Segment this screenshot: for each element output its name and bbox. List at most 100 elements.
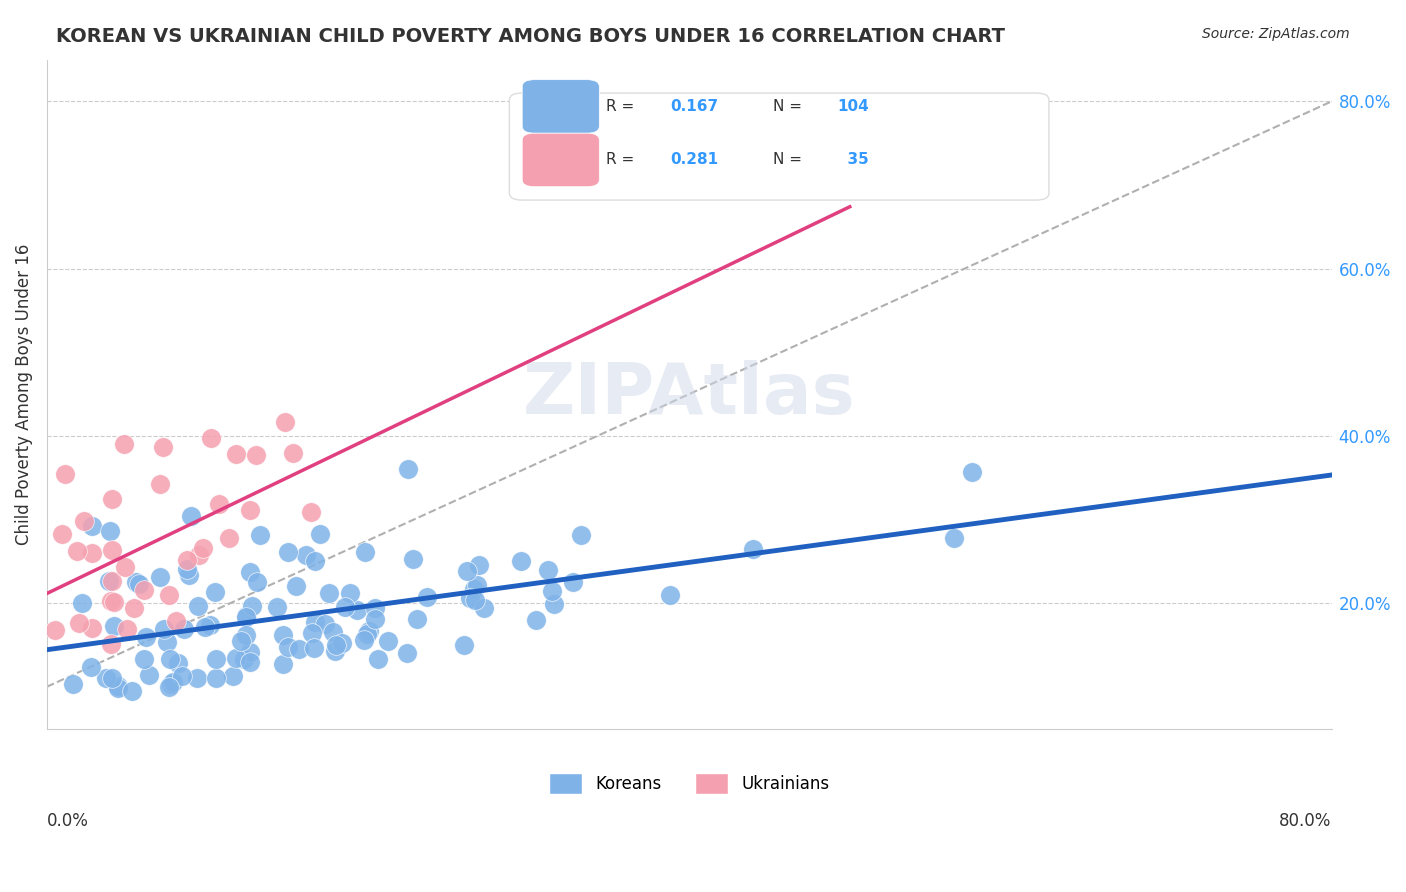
Point — [246, 574, 269, 589]
Point — [188, 548, 211, 562]
Point — [364, 601, 387, 615]
Point — [98, 574, 121, 589]
Point — [80, 546, 103, 560]
Point — [339, 586, 361, 600]
Point — [299, 505, 322, 519]
Text: KOREAN VS UKRAINIAN CHILD POVERTY AMONG BOYS UNDER 16 CORRELATION CHART: KOREAN VS UKRAINIAN CHILD POVERTY AMONG … — [56, 27, 1005, 45]
Point — [274, 415, 297, 429]
Point — [245, 448, 267, 462]
Point — [463, 582, 485, 596]
Point — [235, 608, 257, 623]
Point — [187, 599, 209, 613]
Point — [249, 528, 271, 542]
Point — [325, 639, 347, 653]
Point — [98, 524, 121, 538]
Point — [134, 651, 156, 665]
Text: 104: 104 — [837, 99, 869, 114]
Point — [377, 633, 399, 648]
Point — [943, 531, 966, 545]
Point — [156, 635, 179, 649]
Point — [101, 542, 124, 557]
Point — [309, 527, 332, 541]
Point — [112, 436, 135, 450]
Point — [741, 542, 763, 557]
Point — [160, 677, 183, 691]
Point — [467, 578, 489, 592]
Point — [225, 651, 247, 665]
Point — [456, 564, 478, 578]
Text: 80.0%: 80.0% — [1279, 812, 1331, 830]
Point — [353, 632, 375, 647]
Point — [103, 619, 125, 633]
Point — [314, 617, 336, 632]
Point — [405, 612, 427, 626]
Point — [562, 575, 585, 590]
Point — [53, 467, 76, 481]
Text: 0.0%: 0.0% — [46, 812, 89, 830]
FancyBboxPatch shape — [522, 133, 599, 186]
Point — [233, 652, 256, 666]
Text: N =: N = — [773, 99, 807, 114]
Point — [271, 657, 294, 672]
Point — [107, 681, 129, 695]
Point — [193, 541, 215, 555]
Point — [153, 622, 176, 636]
Point — [124, 574, 146, 589]
Point — [173, 622, 195, 636]
Text: 35: 35 — [837, 153, 869, 168]
Point — [152, 440, 174, 454]
Point — [359, 624, 381, 638]
Text: ZIPAtlas: ZIPAtlas — [523, 359, 855, 428]
Point — [180, 509, 202, 524]
Point — [239, 566, 262, 580]
Point — [524, 613, 547, 627]
Point — [166, 657, 188, 671]
Point — [44, 624, 66, 638]
Point — [204, 671, 226, 685]
Point — [204, 585, 226, 599]
Point — [330, 635, 353, 649]
Point — [472, 601, 495, 615]
Point — [301, 626, 323, 640]
Point — [107, 679, 129, 693]
Point — [453, 638, 475, 652]
Point — [323, 644, 346, 658]
Point — [208, 497, 231, 511]
Point — [121, 683, 143, 698]
Point — [162, 674, 184, 689]
Point — [138, 667, 160, 681]
Text: R =: R = — [606, 153, 638, 168]
Point — [509, 553, 531, 567]
FancyBboxPatch shape — [522, 79, 599, 133]
Text: R =: R = — [606, 99, 638, 114]
Point — [82, 621, 104, 635]
Point — [356, 627, 378, 641]
Point — [100, 671, 122, 685]
Point — [304, 615, 326, 630]
Point — [458, 591, 481, 606]
Point — [304, 554, 326, 568]
Point — [115, 622, 138, 636]
Point — [205, 652, 228, 666]
Point — [179, 567, 201, 582]
Point — [659, 588, 682, 602]
Point — [464, 592, 486, 607]
Point — [159, 652, 181, 666]
Point — [222, 669, 245, 683]
Point — [157, 680, 180, 694]
Point — [322, 625, 344, 640]
Point — [149, 477, 172, 491]
Point — [80, 660, 103, 674]
Point — [51, 527, 73, 541]
Point — [302, 641, 325, 656]
Point — [240, 599, 263, 613]
Point — [277, 545, 299, 559]
Point — [96, 671, 118, 685]
Point — [335, 600, 357, 615]
Text: Source: ZipAtlas.com: Source: ZipAtlas.com — [1202, 27, 1350, 41]
Point — [186, 671, 208, 685]
Point — [194, 620, 217, 634]
Point — [543, 597, 565, 611]
Text: N =: N = — [773, 153, 807, 168]
Text: 0.167: 0.167 — [669, 99, 718, 114]
